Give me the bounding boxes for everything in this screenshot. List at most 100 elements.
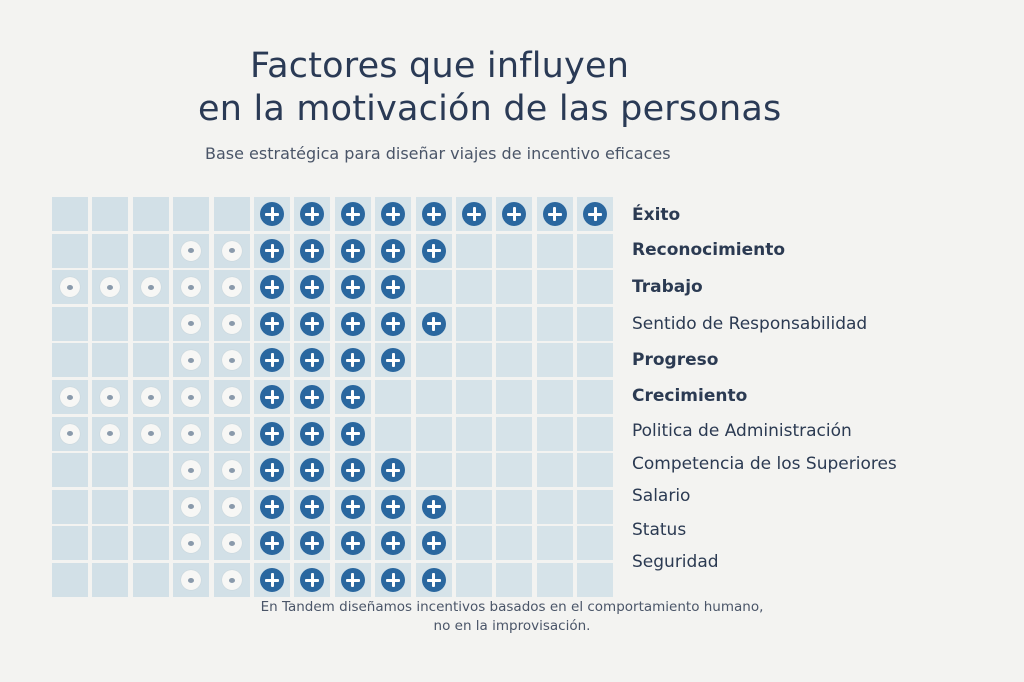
grid-cell (536, 197, 573, 231)
grid-cell (213, 343, 250, 378)
grid-cell (375, 563, 412, 597)
grid-cell (577, 233, 614, 268)
grid-cell (254, 270, 290, 305)
grid-cell (536, 343, 573, 378)
neutral-factor-icon (221, 423, 242, 444)
grid-cell (254, 563, 290, 597)
grid-cell (334, 489, 371, 524)
grid-cell (536, 380, 573, 414)
grid-cell (213, 563, 250, 597)
plus-circle-icon (381, 238, 406, 263)
plus-circle-icon (300, 568, 325, 592)
grid-cell (294, 197, 331, 231)
grid-cell (52, 416, 88, 451)
grid-cell (132, 563, 169, 597)
neutral-factor-icon (221, 387, 242, 407)
grid-cell (415, 563, 452, 597)
plus-circle-icon (340, 568, 365, 592)
grid-cell (132, 197, 169, 231)
grid-cell (294, 416, 331, 451)
neutral-factor-icon (181, 496, 202, 517)
plus-circle-icon (260, 494, 284, 519)
grid-cell (173, 233, 210, 268)
factor-label: Progreso (632, 350, 719, 370)
grid-cell (52, 233, 88, 268)
grid-cell (577, 489, 614, 524)
grid-cell (92, 197, 129, 231)
neutral-factor-icon (60, 387, 80, 407)
grid-cell (173, 526, 210, 561)
grid-cell (213, 526, 250, 561)
factor-label: Status (632, 520, 687, 540)
grid-cell (577, 416, 614, 451)
plus-circle-icon (340, 348, 365, 373)
neutral-factor-icon (181, 570, 202, 590)
grid-cell (536, 526, 573, 561)
grid-cell (132, 416, 169, 451)
plus-circle-icon (381, 458, 406, 483)
plus-circle-icon (260, 421, 284, 446)
grid-cell (577, 270, 614, 305)
grid-cell (375, 526, 412, 561)
plus-circle-icon (421, 494, 446, 519)
neutral-factor-icon (221, 313, 242, 334)
neutral-factor-icon (181, 240, 202, 261)
grid-cell (254, 306, 290, 341)
grid-cell (92, 270, 129, 305)
grid-cell (496, 453, 533, 488)
footer-line2: no en la improvisación. (433, 618, 591, 634)
neutral-factor-icon (140, 423, 161, 444)
grid-cell (496, 380, 533, 414)
grid-cell (213, 453, 250, 488)
grid-cell (213, 416, 250, 451)
grid-cell (52, 197, 88, 231)
grid-cell (294, 563, 331, 597)
plus-circle-icon (260, 348, 284, 373)
grid-cell (132, 306, 169, 341)
grid-cell (213, 306, 250, 341)
grid-cell (577, 380, 614, 414)
grid-cell (375, 489, 412, 524)
neutral-factor-icon (181, 533, 202, 554)
grid-cell (496, 416, 533, 451)
grid-cell (536, 306, 573, 341)
grid-cell (254, 197, 290, 231)
grid-cell (496, 233, 533, 268)
grid-cell (294, 453, 331, 488)
plus-circle-icon (583, 202, 608, 226)
footer-line1: En Tandem diseñamos incentivos basados e… (260, 599, 764, 615)
plus-circle-icon (340, 275, 365, 300)
plus-circle-icon (502, 202, 527, 226)
grid-cell (496, 563, 533, 597)
grid-cell (415, 380, 452, 414)
grid-cell (415, 526, 452, 561)
grid-cell (456, 416, 492, 451)
plus-circle-icon (260, 238, 284, 263)
factor-label: Competencia de los Superiores (632, 454, 897, 474)
grid-cell (92, 343, 129, 378)
grid-cell (334, 270, 371, 305)
plus-circle-icon (260, 385, 284, 409)
plus-circle-icon (260, 568, 284, 592)
grid-cell (536, 270, 573, 305)
plus-circle-icon (381, 348, 406, 373)
grid-cell (334, 380, 371, 414)
grid-cell (52, 270, 88, 305)
plus-circle-icon (300, 348, 325, 373)
grid-cell (375, 306, 412, 341)
plus-circle-icon (260, 202, 284, 226)
plus-circle-icon (260, 531, 284, 556)
grid-cell (334, 233, 371, 268)
grid-cell (496, 526, 533, 561)
grid-cell (132, 270, 169, 305)
grid-cell (415, 416, 452, 451)
grid-cell (52, 526, 88, 561)
grid-cell (92, 563, 129, 597)
grid-cell (334, 526, 371, 561)
factor-label: Seguridad (632, 552, 719, 572)
grid-cell (375, 197, 412, 231)
grid-cell (375, 343, 412, 378)
grid-cell (213, 233, 250, 268)
plus-circle-icon (260, 458, 284, 483)
plus-circle-icon (300, 202, 325, 226)
